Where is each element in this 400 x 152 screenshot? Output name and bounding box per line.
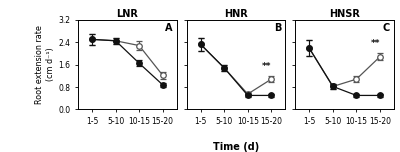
Y-axis label: Root extension rate
(cm d⁻¹): Root extension rate (cm d⁻¹): [35, 25, 56, 104]
Text: B: B: [274, 23, 282, 33]
Text: A: A: [165, 23, 173, 33]
Text: **: **: [262, 62, 272, 71]
Text: Time (d): Time (d): [213, 142, 259, 152]
Title: HNR: HNR: [224, 9, 248, 19]
Text: C: C: [383, 23, 390, 33]
Title: HNSR: HNSR: [329, 9, 360, 19]
Title: LNR: LNR: [116, 9, 138, 19]
Text: **: **: [371, 39, 380, 48]
